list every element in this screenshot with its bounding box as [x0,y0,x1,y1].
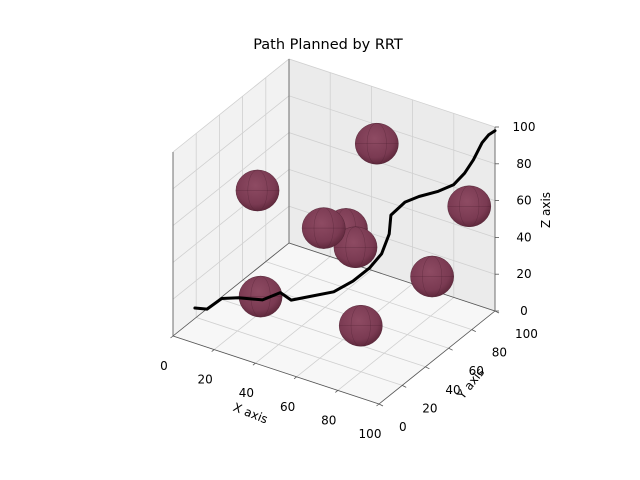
obstacle-sphere [354,122,399,165]
obstacle-sphere [410,255,454,298]
x-tick-mark [335,390,339,393]
axis-edge [172,242,290,337]
obstacle-sphere [333,226,378,268]
x-tick-label: 60 [280,400,295,414]
z-tick-label: 80 [516,157,531,171]
y-tick-label: 60 [469,364,484,378]
obstacle-sphere [301,207,346,249]
tick-labels: 0 20 40 60 80 100 0 20 40 60 80 100 0 20 40 60 80 100 [160,120,538,441]
y-tick-mark [378,403,384,407]
z-tick-label: 20 [516,267,531,281]
axis-edge [288,242,496,312]
x-tick-mark [376,403,380,407]
axis-lines [172,59,496,405]
rrt-path-group [193,129,497,311]
axis-edge [172,335,380,405]
x-tick-mark [252,362,256,366]
y-tick-label: 100 [515,327,538,341]
obstacle-sphere [238,275,283,318]
x-tick-label: 20 [198,373,213,387]
x-tick-mark [293,376,297,380]
obstacles-group [235,122,492,347]
z-tick-label: 100 [513,120,536,134]
x-tick-label: 40 [239,386,254,400]
x-tick-mark [211,349,215,352]
x-axis-label: X axis [231,400,270,426]
axis-edge [378,310,496,405]
rrt-path [193,129,497,311]
y-tick-label: 0 [399,420,407,434]
pane-left [173,59,289,336]
y-tick-mark [471,329,476,332]
x-tick-label: 80 [321,413,336,427]
y-tick-mark [425,366,430,370]
y-tick-mark [448,347,453,351]
x-tick-mark [170,335,174,339]
z-axis-label: Z axis [539,192,553,228]
chart-title: Path Planned by RRT [253,37,403,53]
z-tick-label: 40 [516,230,531,244]
obstacle-sphere [447,185,492,227]
obstacle-sphere [338,305,383,347]
z-tick-label: 0 [520,304,528,318]
y-tick-label: 40 [445,383,460,397]
x-tick-label: 0 [160,359,168,373]
z-tick-label: 60 [516,194,531,208]
x-tick-label: 100 [359,427,382,441]
obstacle-sphere [235,169,280,212]
y-tick-mark [402,385,407,388]
y-tick-label: 20 [422,401,437,415]
y-tick-label: 80 [492,346,507,360]
